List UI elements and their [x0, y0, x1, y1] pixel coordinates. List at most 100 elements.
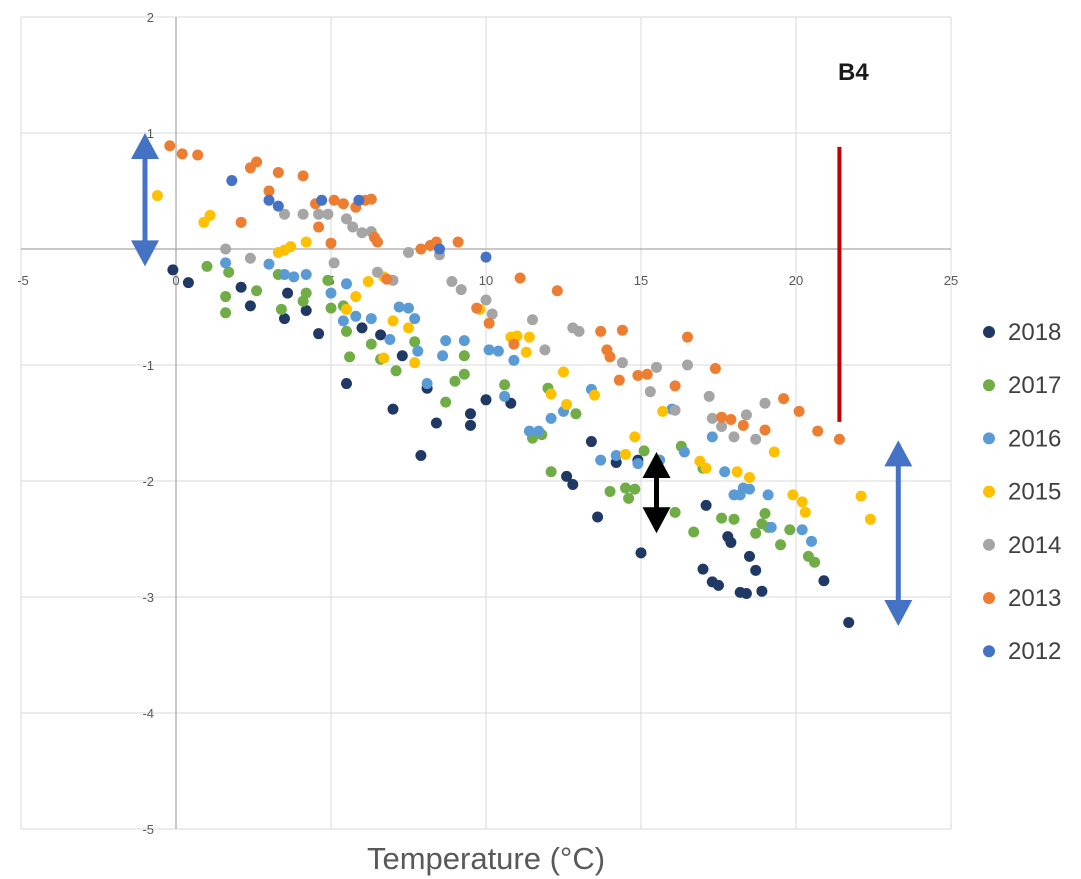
point-2015	[768, 446, 780, 458]
arrow-head-down	[884, 600, 913, 626]
legend-label-2017: 2017	[1008, 372, 1061, 399]
legend-label-2016: 2016	[1008, 425, 1061, 452]
point-2017	[201, 260, 213, 272]
point-2014	[728, 431, 740, 443]
point-2018	[567, 478, 579, 490]
point-2014	[527, 314, 538, 326]
y-tick-label: -1	[142, 358, 154, 373]
point-2017	[223, 266, 235, 278]
point-2013	[551, 285, 563, 297]
point-2013	[616, 324, 628, 336]
point-2016	[341, 278, 352, 290]
point-2014	[297, 208, 309, 220]
point-2013	[725, 414, 737, 426]
legend-marker-2017	[983, 379, 995, 392]
point-2013	[415, 243, 427, 255]
legend-marker-2012	[983, 645, 995, 658]
point-2016	[365, 313, 377, 325]
y-tick-label: -5	[142, 822, 154, 837]
point-2015	[403, 322, 414, 334]
point-2016	[263, 258, 275, 270]
point-2017	[620, 482, 631, 494]
point-2013	[272, 166, 284, 178]
left-blue-arrow	[131, 133, 159, 267]
point-2017	[728, 513, 740, 525]
point-2014	[313, 208, 325, 220]
point-2016	[678, 446, 690, 458]
point-2016	[523, 425, 535, 437]
legend-marker-2018	[983, 326, 995, 338]
point-2018	[167, 264, 179, 276]
point-2018	[396, 350, 408, 362]
point-2016	[421, 378, 433, 390]
point-2013	[328, 194, 340, 206]
point-2018	[282, 287, 294, 299]
point-2015	[589, 389, 600, 401]
point-2017	[275, 303, 287, 315]
point-2014	[341, 213, 352, 225]
x-tick-label: 10	[479, 273, 493, 288]
point-2018	[279, 313, 290, 325]
point-2014	[616, 357, 628, 369]
point-2016	[393, 301, 405, 313]
point-2016	[533, 425, 545, 437]
point-2013	[452, 236, 464, 248]
grid	[20, 16, 952, 830]
arrow-head-up	[131, 133, 159, 159]
point-2014	[716, 420, 728, 432]
point-2018	[740, 588, 752, 600]
point-2013	[833, 433, 845, 445]
x-tick-label: -5	[17, 273, 29, 288]
legend-label-2014: 2014	[1008, 532, 1061, 559]
point-2016	[595, 454, 607, 466]
point-2016	[499, 390, 511, 402]
point-2014	[750, 433, 762, 445]
point-2015	[864, 513, 876, 525]
point-2014	[486, 308, 498, 320]
point-2016	[483, 344, 495, 356]
point-2017	[499, 379, 511, 391]
point-2018	[585, 436, 597, 448]
point-2018	[182, 277, 194, 289]
y-tick-label: 1	[147, 126, 154, 141]
point-2014	[322, 208, 334, 220]
point-2013	[514, 272, 526, 284]
point-2013	[483, 317, 495, 329]
point-2013	[471, 302, 483, 314]
point-2017	[570, 408, 582, 420]
point-2013	[372, 236, 383, 248]
point-2018	[430, 417, 442, 429]
point-2018	[387, 403, 399, 415]
point-2015	[151, 190, 163, 202]
point-2016	[440, 335, 452, 347]
legend-marker-2013	[983, 592, 995, 604]
point-2016	[384, 333, 396, 345]
point-2014	[706, 412, 718, 424]
point-2013	[297, 170, 309, 182]
point-2015	[362, 275, 374, 287]
point-2018	[356, 322, 368, 334]
point-2012	[434, 243, 445, 255]
point-2016	[350, 310, 362, 322]
point-2013	[313, 221, 325, 233]
point-2013	[778, 393, 790, 405]
point-2014	[328, 257, 340, 269]
point-2013	[192, 149, 204, 161]
point-2017	[775, 539, 786, 551]
point-2014	[279, 208, 290, 220]
point-2016	[762, 489, 774, 501]
point-2015	[341, 303, 352, 315]
point-2016	[796, 524, 808, 536]
point-2014	[703, 390, 715, 402]
annotation-shapes	[131, 133, 913, 626]
point-2012	[480, 251, 492, 263]
point-2014	[446, 275, 458, 287]
point-2013	[669, 380, 681, 392]
point-2013	[613, 374, 625, 386]
point-2015	[520, 346, 532, 358]
point-2017	[669, 506, 681, 518]
point-2012	[263, 194, 275, 206]
point-2013	[709, 362, 721, 374]
point-2018	[756, 585, 768, 597]
legend-marker-2016	[983, 432, 995, 445]
